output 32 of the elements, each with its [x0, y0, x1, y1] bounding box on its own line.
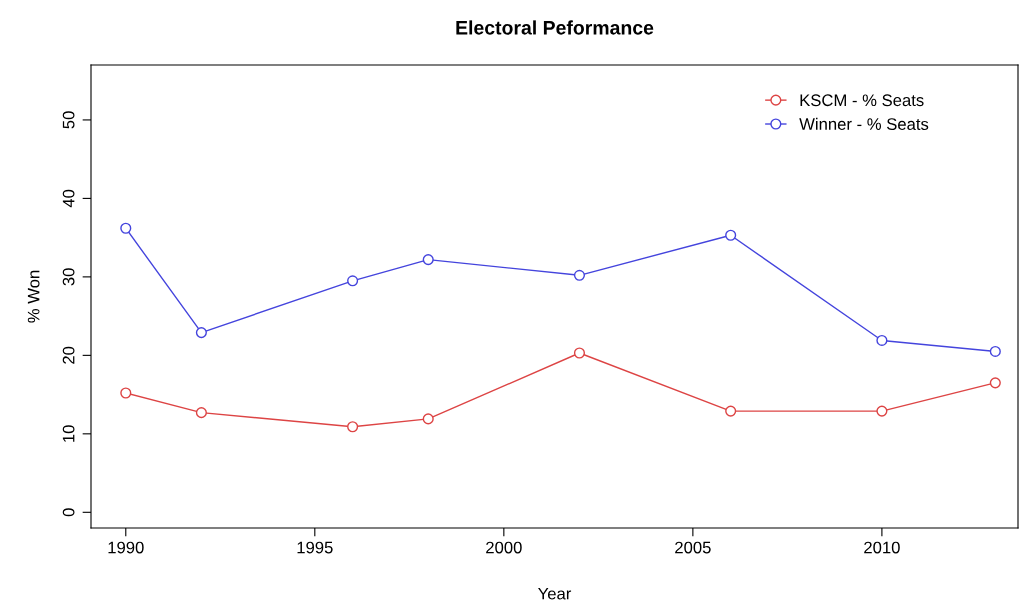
point [195, 407, 207, 419]
point [989, 377, 1001, 389]
point [725, 405, 737, 417]
point [120, 387, 132, 399]
point [573, 347, 586, 359]
point [422, 254, 434, 266]
point [573, 269, 586, 281]
x-axis-title: Year [538, 587, 572, 600]
point [120, 222, 132, 234]
point [347, 421, 359, 433]
x-tick-label: 1990 [108, 541, 144, 554]
x-tick-label: 1995 [297, 541, 333, 554]
point [876, 334, 888, 347]
y-tick-label: 40 [62, 189, 75, 208]
y-tick-label: 20 [62, 346, 75, 364]
point [195, 327, 207, 339]
x-tick-label: 2005 [675, 541, 711, 554]
y-tick-label: 10 [62, 425, 75, 442]
y-tick-label: 50 [62, 111, 75, 129]
legend-label: KSCM - % Seats [800, 94, 924, 107]
point [347, 275, 359, 287]
y-axis-title: % Won [27, 270, 40, 323]
y-tick-label: 30 [62, 268, 75, 286]
legend-label: Winner - % Seats [799, 117, 929, 130]
point [422, 413, 434, 425]
chart-title: Electoral Peformance [456, 20, 654, 35]
x-tick-label: 2010 [864, 541, 900, 554]
point [876, 405, 888, 417]
point [989, 345, 1001, 357]
y-tick-label: 0 [62, 508, 75, 517]
x-tick-label: 2000 [486, 541, 522, 554]
point [725, 229, 737, 241]
